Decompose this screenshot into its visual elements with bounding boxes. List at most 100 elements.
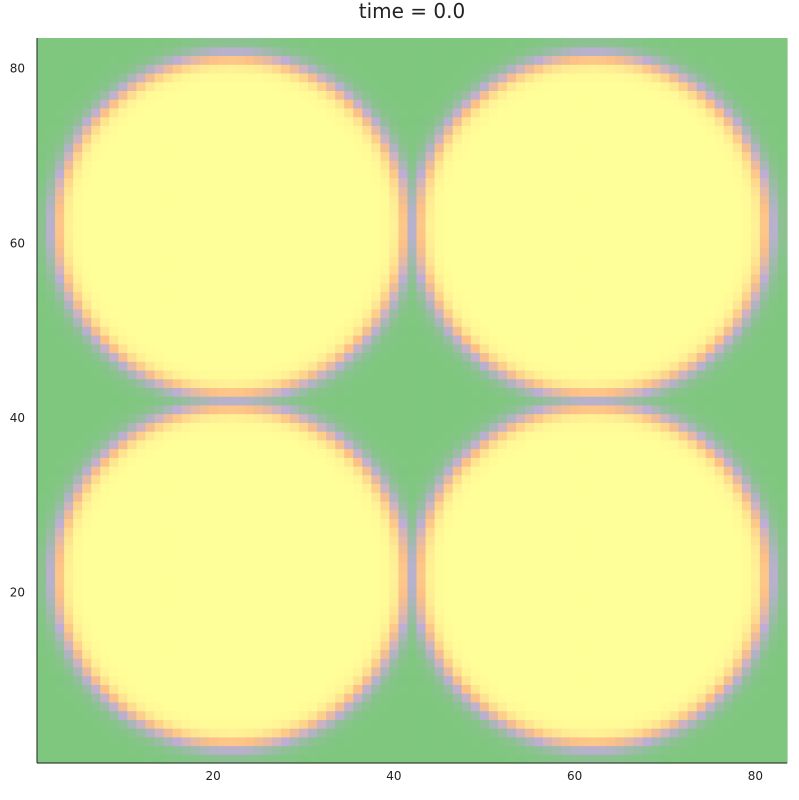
- heatmap-cell: [714, 631, 725, 642]
- heatmap-cell: [515, 422, 526, 432]
- heatmap-cell: [732, 413, 743, 423]
- heatmap-cell: [326, 544, 336, 554]
- heatmap-cell: [479, 649, 490, 659]
- heatmap-cell: [172, 562, 183, 572]
- heatmap-cell: [37, 369, 47, 380]
- heatmap-cell: [633, 631, 644, 642]
- heatmap-cell: [335, 378, 345, 388]
- heatmap-cell: [570, 448, 580, 458]
- heatmap-cell: [208, 570, 219, 581]
- heatmap-cell: [479, 422, 490, 432]
- heatmap-cell: [335, 422, 345, 432]
- heatmap-cell: [669, 597, 680, 607]
- heatmap-cell: [317, 701, 327, 712]
- heatmap-cell: [434, 500, 445, 511]
- heatmap-cell: [777, 675, 788, 685]
- heatmap-cell: [326, 483, 336, 493]
- heatmap-cell: [434, 623, 445, 633]
- heatmap-cell: [362, 570, 372, 581]
- heatmap-cell: [452, 553, 463, 563]
- heatmap-cell: [181, 256, 192, 266]
- heatmap-cell: [723, 282, 734, 292]
- heatmap-cell: [425, 404, 436, 415]
- heatmap-cell: [651, 509, 662, 520]
- heatmap-cell: [82, 378, 92, 388]
- heatmap-cell: [109, 719, 119, 729]
- heatmap-cell: [552, 466, 562, 476]
- heatmap-cell: [353, 422, 363, 432]
- heatmap-cell: [723, 562, 734, 572]
- heatmap-cell: [199, 701, 210, 712]
- heatmap-cell: [452, 404, 463, 415]
- heatmap-cell: [326, 570, 336, 581]
- heatmap-cell: [208, 247, 219, 257]
- heatmap-cell: [244, 588, 255, 598]
- heatmap-cell: [389, 527, 400, 537]
- heatmap-cell: [362, 527, 372, 537]
- heatmap-cell: [235, 483, 246, 493]
- heatmap-cell: [669, 238, 680, 249]
- heatmap-cell: [407, 701, 418, 712]
- heatmap-cell: [398, 378, 409, 388]
- heatmap-cell: [470, 265, 481, 275]
- heatmap-cell: [109, 562, 119, 572]
- heatmap-cell: [588, 736, 598, 747]
- heatmap-cell: [190, 396, 201, 406]
- heatmap-cell: [37, 404, 47, 415]
- heatmap-cell: [660, 326, 671, 336]
- heatmap-cell: [750, 308, 761, 319]
- heatmap-cell: [777, 666, 788, 677]
- heatmap-cell: [479, 535, 490, 546]
- heatmap-cell: [199, 605, 210, 616]
- heatmap-cell: [561, 605, 571, 616]
- heatmap-cell: [696, 509, 707, 520]
- heatmap-cell: [452, 431, 463, 441]
- heatmap-cell: [552, 378, 562, 388]
- heatmap-cell: [515, 535, 526, 546]
- heatmap-cell: [163, 693, 174, 703]
- heatmap-cell: [777, 282, 788, 292]
- heatmap-cell: [723, 483, 734, 493]
- heatmap-cell: [407, 588, 418, 598]
- heatmap-cell: [705, 396, 716, 406]
- heatmap-cell: [118, 649, 128, 659]
- heatmap-cell: [416, 256, 427, 266]
- heatmap-cell: [434, 719, 445, 729]
- heatmap-cell: [687, 369, 698, 380]
- heatmap-cell: [506, 238, 517, 249]
- heatmap-cell: [407, 527, 418, 537]
- heatmap-cell: [317, 273, 327, 284]
- heatmap-cell: [145, 658, 156, 668]
- heatmap-cell: [579, 378, 589, 388]
- heatmap-cell: [777, 736, 788, 747]
- heatmap-cell: [741, 719, 752, 729]
- heatmap-cell: [335, 291, 345, 301]
- heatmap-cell: [154, 518, 165, 528]
- heatmap-cell: [335, 308, 345, 319]
- heatmap-cell: [136, 562, 147, 572]
- heatmap-cell: [561, 457, 571, 467]
- heatmap-cell: [398, 631, 409, 642]
- heatmap-cell: [515, 553, 526, 563]
- heatmap-cell: [660, 265, 671, 275]
- heatmap-cell: [443, 500, 454, 511]
- heatmap-cell: [82, 413, 92, 423]
- heatmap-cell: [344, 701, 354, 712]
- heatmap-cell: [777, 343, 788, 354]
- heatmap-cell: [308, 614, 318, 624]
- heatmap-cell: [543, 282, 553, 292]
- heatmap-cell: [262, 579, 273, 589]
- heatmap-cell: [308, 352, 318, 362]
- heatmap-cell: [145, 527, 156, 537]
- heatmap-cell: [208, 404, 219, 415]
- heatmap-cell: [543, 369, 553, 380]
- heatmap-cell: [452, 754, 463, 764]
- heatmap-cell: [253, 352, 264, 362]
- heatmap-cell: [624, 736, 634, 747]
- heatmap-cell: [73, 448, 83, 458]
- heatmap-cell: [308, 509, 318, 520]
- heatmap-cell: [416, 308, 427, 319]
- heatmap-cell: [271, 273, 282, 284]
- heatmap-cell: [344, 396, 354, 406]
- heatmap-cell: [380, 439, 391, 450]
